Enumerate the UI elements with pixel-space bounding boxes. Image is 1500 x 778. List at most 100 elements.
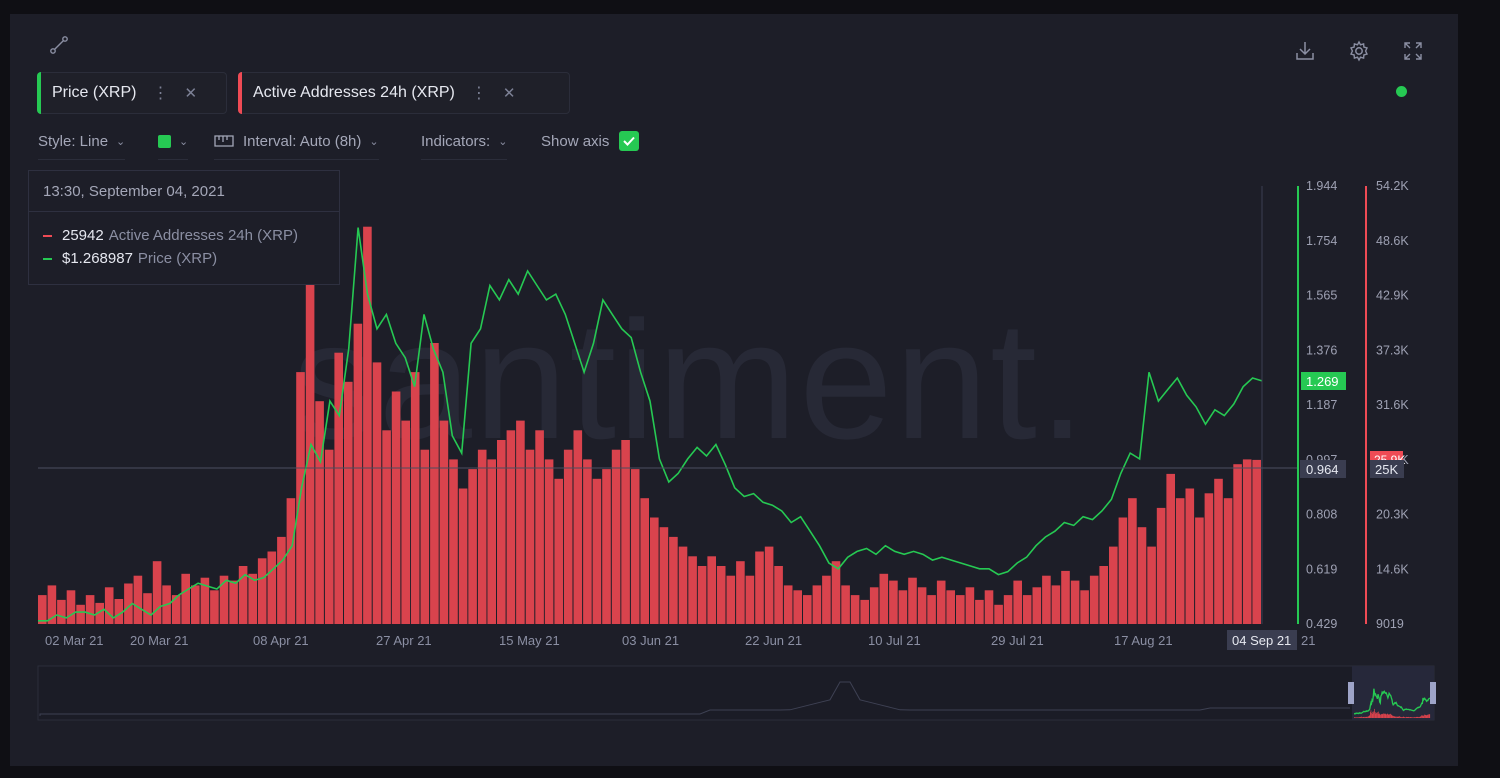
navigator-bar <box>1367 716 1369 718</box>
addresses-bar <box>755 551 764 624</box>
fullscreen-icon[interactable] <box>1402 40 1424 62</box>
line-tool-icon[interactable] <box>48 34 70 56</box>
addresses-bar <box>104 587 114 624</box>
navigator-bar <box>1415 717 1417 718</box>
addresses-bar <box>965 587 975 624</box>
addresses-bar <box>544 459 554 624</box>
navigator-bar <box>1379 714 1381 718</box>
navigator-bar <box>1383 713 1385 718</box>
navigator-bar <box>1421 715 1423 718</box>
tab-label: Active Addresses 24h (XRP) <box>253 84 455 101</box>
tab-active-addresses[interactable]: Active Addresses 24h (XRP) ⋮ ✕ <box>238 72 570 114</box>
navigator-bar <box>1359 716 1361 718</box>
navigator-bar <box>1406 717 1408 718</box>
addresses-bar <box>401 420 410 624</box>
navigator-bar <box>1403 717 1405 718</box>
navigator-bar <box>1400 717 1402 718</box>
price-axis-ticks: 1.9441.7541.5651.3761.1870.9970.8080.619… <box>1306 179 1337 631</box>
indicators-dropdown[interactable]: Indicators: ⌄ <box>421 128 508 160</box>
addresses-axis-tick: 20.3K <box>1376 508 1409 522</box>
addresses-bar <box>1080 590 1089 624</box>
navigator-bar <box>1406 716 1407 718</box>
addresses-bar <box>191 585 200 624</box>
navigator-bar <box>1372 711 1374 718</box>
addresses-bar <box>47 585 57 624</box>
addresses-bar <box>391 391 401 624</box>
navigator-bar <box>1386 714 1388 718</box>
addresses-bar <box>38 595 47 624</box>
navigator-bar <box>1429 714 1431 718</box>
addresses-axis-tick: 31.6K <box>1376 398 1409 412</box>
addresses-bar <box>764 546 774 624</box>
addresses-bar <box>1204 493 1214 624</box>
addresses-bar <box>554 478 563 624</box>
navigator-bar <box>1427 715 1429 718</box>
navigator-bar <box>1424 715 1426 718</box>
addresses-bar <box>1137 527 1147 624</box>
addresses-bar <box>975 599 984 624</box>
navigator-track[interactable] <box>37 665 1435 721</box>
navigator-bar <box>1390 713 1391 718</box>
navigator-bar <box>1393 716 1395 718</box>
navigator-bar <box>1357 717 1359 718</box>
addresses-bar <box>1156 507 1166 624</box>
addresses-bar <box>1003 595 1013 624</box>
navigator-bar <box>1427 714 1428 718</box>
navigator-right-handle[interactable] <box>1430 682 1436 704</box>
addresses-bar <box>257 558 267 624</box>
addresses-bar <box>248 573 257 624</box>
close-icon[interactable]: ✕ <box>184 85 198 102</box>
x-axis-tick: 29 Jul 21 <box>991 633 1044 648</box>
navigator-bar <box>1359 717 1360 718</box>
addresses-bar <box>1013 580 1022 624</box>
navigator-bar <box>1358 717 1360 718</box>
tab-price-xrp[interactable]: Price (XRP) ⋮ ✕ <box>37 72 227 114</box>
addresses-bar <box>124 583 133 624</box>
addresses-bar <box>678 546 688 624</box>
addresses-bar <box>860 599 869 624</box>
x-axis-tick: 20 Mar 21 <box>130 633 189 648</box>
show-axis-checkbox[interactable] <box>619 131 640 151</box>
color-dropdown[interactable]: ⌄ <box>158 128 189 160</box>
addresses-bar <box>410 372 420 624</box>
navigator-bar <box>1367 716 1368 718</box>
crosshair-price-badge <box>1300 460 1346 478</box>
addresses-bar <box>57 599 66 624</box>
style-dropdown[interactable]: Style: Line ⌄ <box>38 128 126 160</box>
addresses-bar <box>267 551 277 624</box>
addresses-bar <box>1223 498 1233 624</box>
price-axis-tick: 1.376 <box>1306 343 1337 357</box>
addresses-bar <box>1147 546 1156 624</box>
close-icon[interactable]: ✕ <box>502 85 516 102</box>
chevron-down-icon: ⌄ <box>498 135 508 148</box>
addresses-bar <box>353 323 363 624</box>
x-axis-tick: 10 Jul 21 <box>868 633 921 648</box>
addresses-axis-tick: 14.6K <box>1376 562 1409 576</box>
tooltip-series-name: Price (XRP) <box>137 250 218 267</box>
chevron-down-icon: ⌄ <box>369 135 379 148</box>
addresses-bar <box>535 430 544 624</box>
navigator-bar <box>1402 717 1403 718</box>
addresses-bar <box>133 575 143 624</box>
more-options-icon[interactable]: ⋮ <box>152 85 169 102</box>
addresses-bar <box>688 556 697 624</box>
settings-icon[interactable] <box>1348 40 1370 62</box>
addresses-axis-tick: 48.6K <box>1376 234 1409 248</box>
more-options-icon[interactable]: ⋮ <box>470 85 487 102</box>
navigator-left-handle[interactable] <box>1348 682 1354 704</box>
addresses-bar <box>497 440 506 624</box>
interval-dropdown[interactable]: Interval: Auto (8h) ⌄ <box>214 128 379 160</box>
addresses-bar <box>477 449 487 624</box>
addresses-bar <box>372 362 382 624</box>
price-axis-tick: 1.187 <box>1306 398 1337 412</box>
addresses-bar <box>1252 459 1261 624</box>
download-icon[interactable] <box>1294 40 1316 62</box>
hover-tooltip: 13:30, September 04, 2021 25942 Active A… <box>28 170 340 285</box>
show-axis-toggle[interactable]: Show axis <box>541 128 640 154</box>
check-icon <box>623 136 636 146</box>
addresses-bar <box>1195 517 1204 624</box>
addresses-bar <box>602 469 611 624</box>
navigator-bar <box>1377 712 1378 718</box>
price-axis-tick: 0.619 <box>1306 562 1337 576</box>
